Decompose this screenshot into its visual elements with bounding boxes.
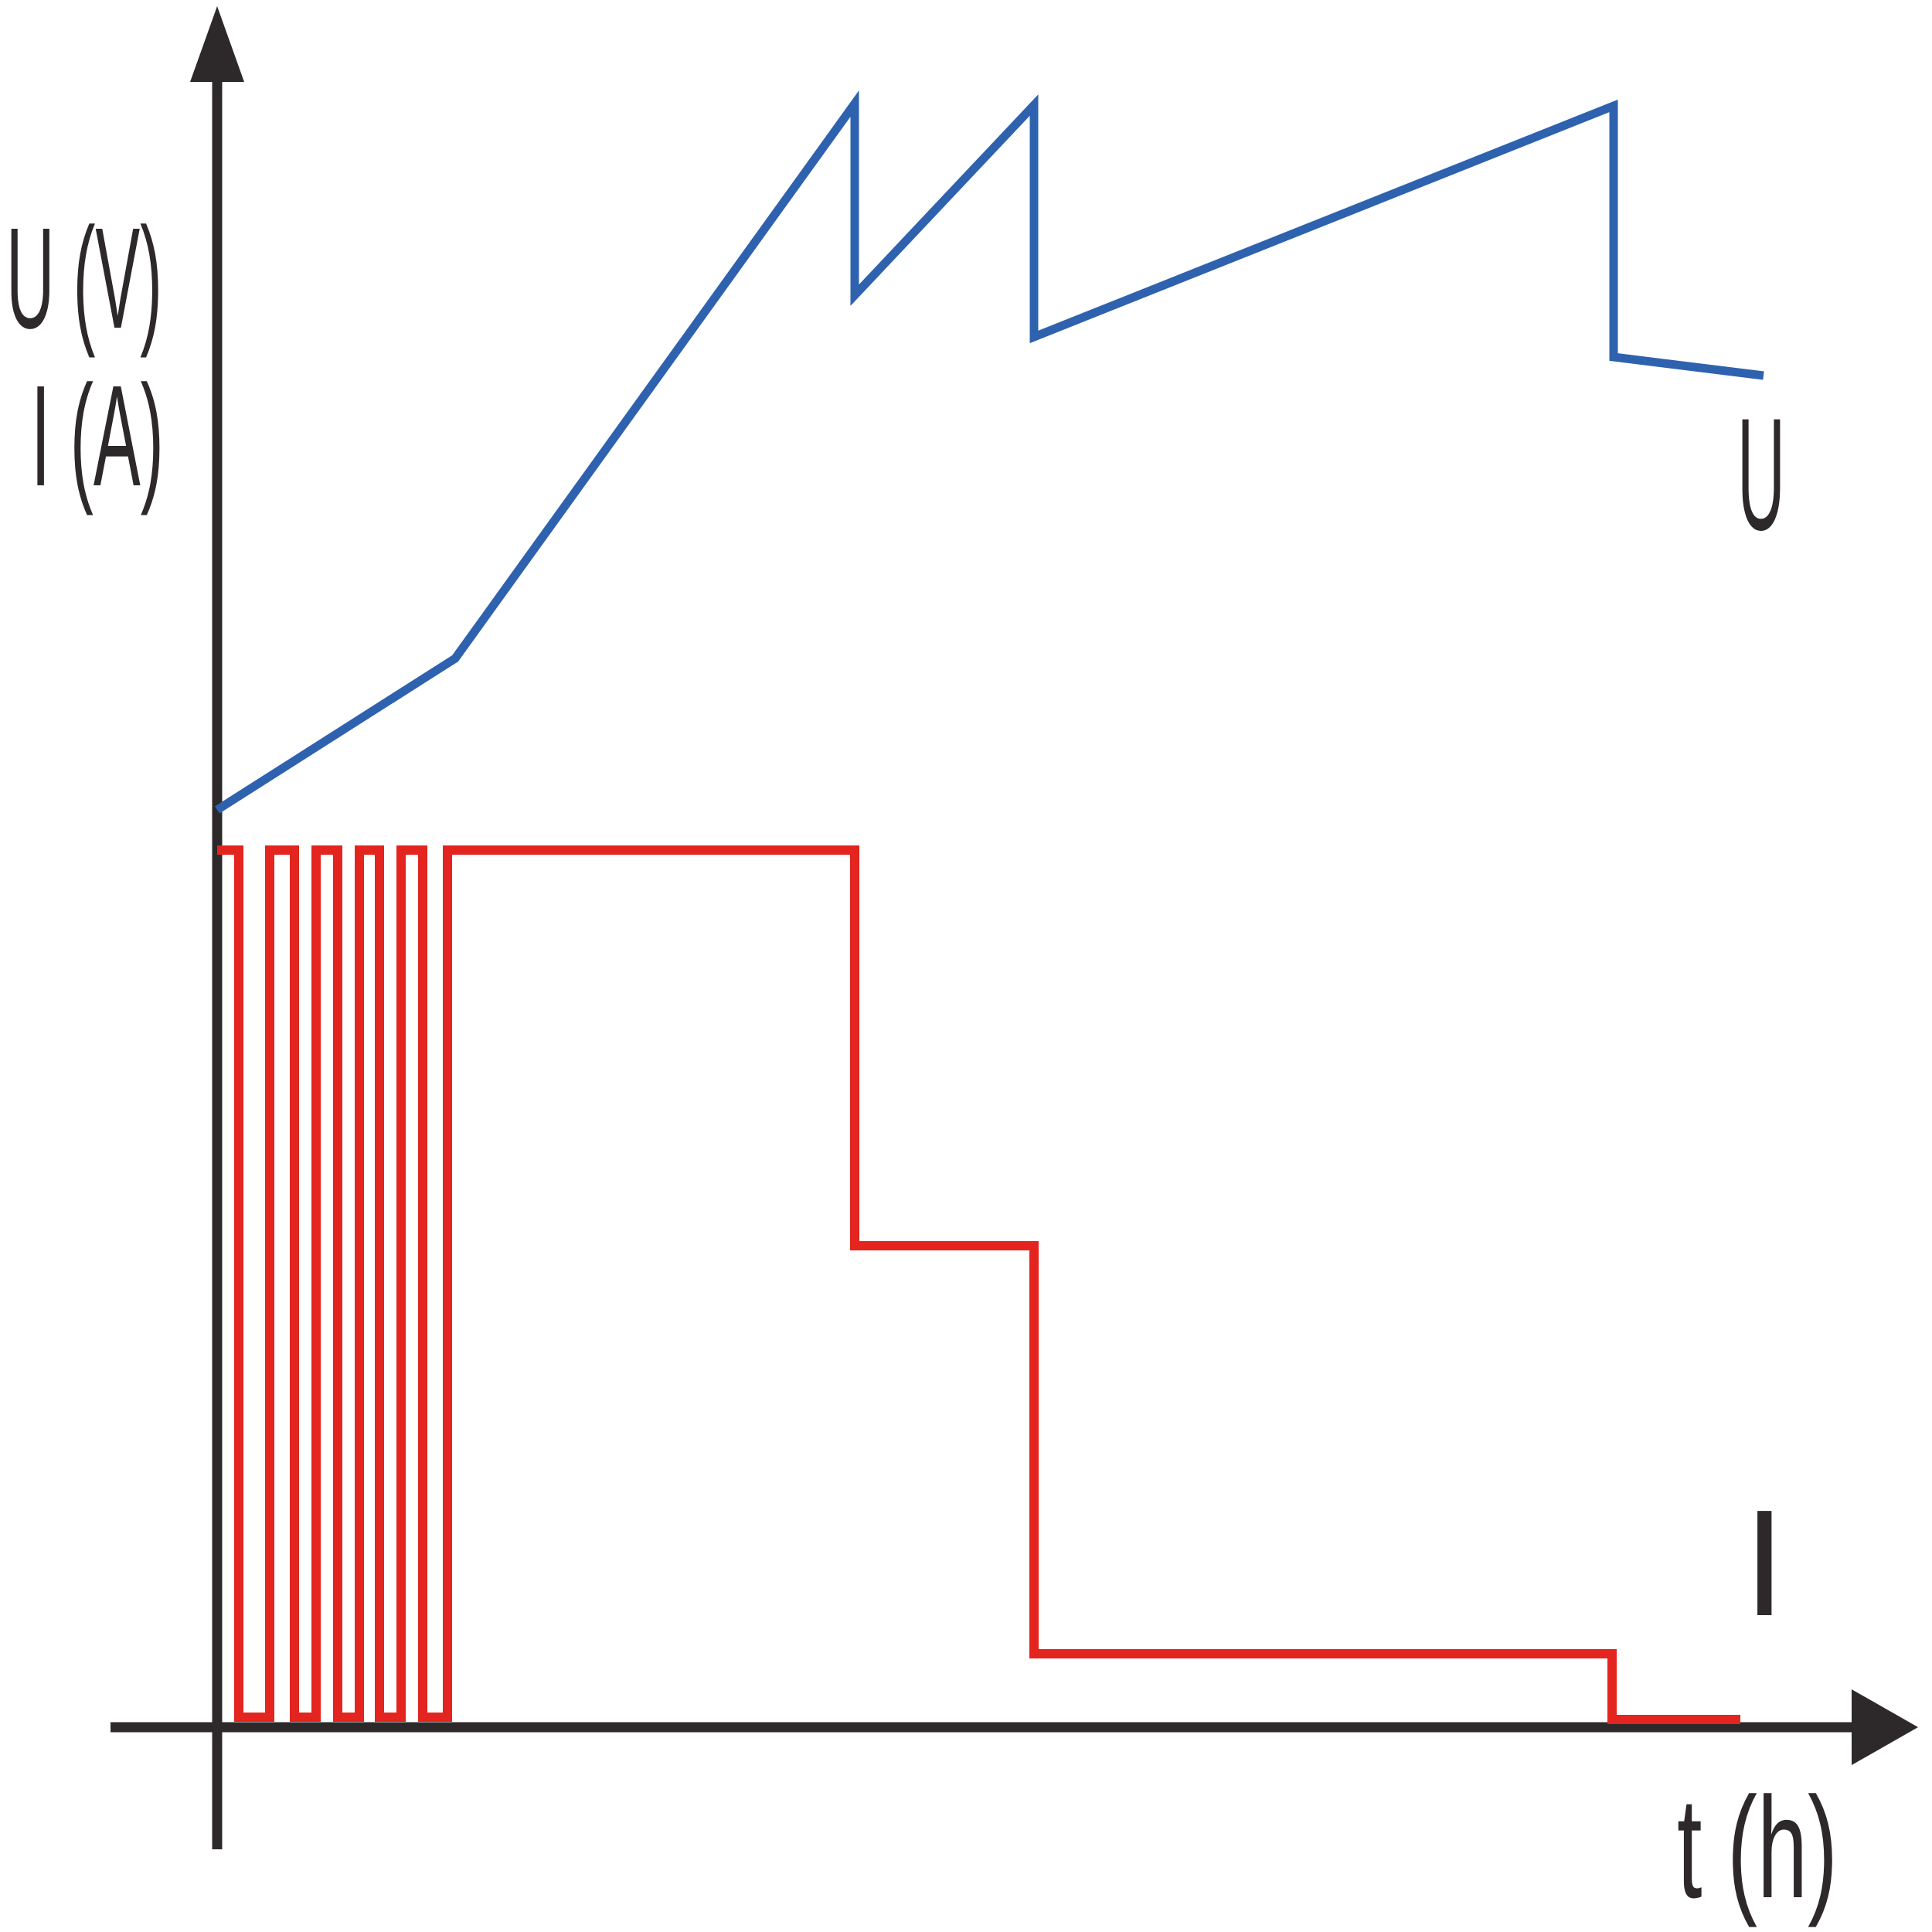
current-curve [217,845,1740,1724]
current-curve-label: I [1743,1478,1785,1648]
voltage-curve [215,90,1764,814]
voltage-curve-label: U [1737,385,1785,563]
y-axis-label-voltage: U (V) [6,199,162,359]
y-axis-arrowhead [190,6,244,82]
y-axis-label-current: I (A) [31,356,164,516]
x-axis-label: t (h) [1677,1768,1838,1928]
x-axis-arrowhead [1852,1689,1918,1765]
